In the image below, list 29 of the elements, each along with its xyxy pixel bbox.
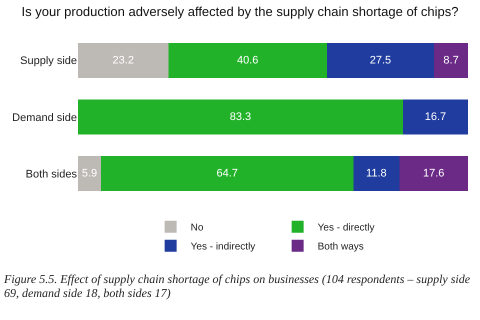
legend-label: Yes - indirectly — [190, 242, 256, 253]
data-label: 27.5 — [370, 54, 392, 66]
bar — [353, 156, 400, 192]
bar — [78, 156, 102, 192]
bar — [78, 99, 403, 135]
bar — [168, 42, 327, 78]
data-label: 8.7 — [443, 54, 459, 66]
bar — [399, 156, 468, 192]
bar — [434, 42, 468, 78]
bar — [326, 42, 434, 78]
legend-label: Yes - directly — [318, 222, 375, 234]
y-tick-label: Demand side — [12, 112, 77, 124]
data-label: 5.9 — [82, 168, 98, 180]
data-label: 17.6 — [422, 168, 444, 180]
data-label: 16.7 — [424, 111, 446, 123]
data-label: 83.3 — [230, 111, 252, 123]
y-tick-label: Both sides — [26, 168, 78, 181]
data-label: 40.6 — [236, 54, 258, 66]
bar — [78, 42, 168, 78]
chart-title: Is your production adversely affected by the supply chain shortage of chips? — [22, 4, 458, 19]
legend-label: No — [190, 222, 204, 234]
data-label: 64.7 — [216, 168, 238, 180]
legend-label: Both ways — [318, 242, 364, 253]
bar — [402, 99, 468, 135]
data-label: 23.2 — [112, 54, 134, 66]
bar — [101, 156, 354, 192]
caption: Figure 5.5. Effect of supply chain shortage of chips on businesses (104 respondents – supply side 69, demand side 18, both sides 17) — [4, 272, 472, 300]
y-tick-label: Supply side — [20, 55, 77, 68]
data-label: 11.8 — [366, 168, 387, 180]
